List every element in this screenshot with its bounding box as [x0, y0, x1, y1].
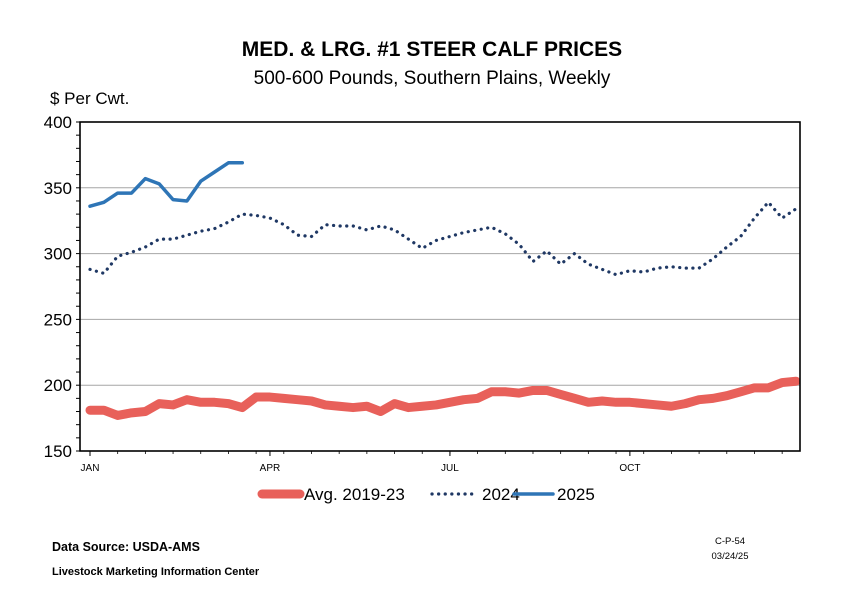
legend-label: 2025 [557, 485, 595, 504]
series-line-2024 [88, 200, 798, 277]
legend-label: Avg. 2019-23 [304, 485, 405, 504]
y-axis-label: $ Per Cwt. [50, 89, 130, 108]
plot-border [79, 121, 801, 452]
data-source-note: Data Source: USDA-AMS [52, 540, 200, 554]
y-tick-label: 150 [44, 442, 72, 461]
y-tick-label: 350 [44, 179, 72, 198]
chart-title: MED. & LRG. #1 STEER CALF PRICES [241, 38, 623, 61]
series-line-2025 [88, 161, 245, 208]
organization-note: Livestock Marketing Information Center [52, 566, 260, 578]
plot-area [80, 122, 800, 451]
y-tick-label: 200 [44, 376, 72, 395]
x-tick-label: OCT [619, 463, 640, 474]
x-tick-label: JUL [441, 463, 459, 474]
chart-code: C-P-54 [714, 536, 746, 547]
y-tick-label: 400 [44, 113, 72, 132]
chart-date: 03/24/25 [711, 551, 749, 562]
legend-label: 2024 [482, 485, 520, 504]
series-line-avg-2019-23 [85, 376, 801, 420]
x-tick-label: APR [260, 463, 281, 474]
y-tick-label: 300 [44, 245, 72, 264]
x-tick-label: JAN [81, 463, 100, 474]
chart-subtitle: 500-600 Pounds, Southern Plains, Weekly [253, 68, 611, 89]
y-tick-label: 250 [44, 310, 72, 329]
